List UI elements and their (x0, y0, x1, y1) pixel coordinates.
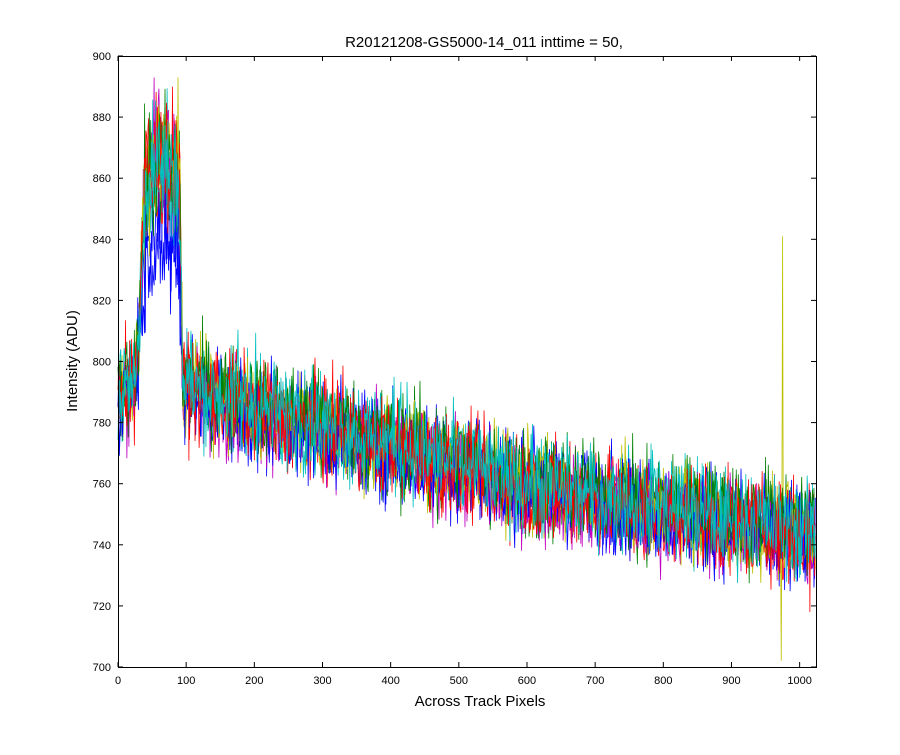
series-line-10 (117, 121, 816, 583)
x-tick-label: 700 (586, 675, 604, 687)
y-tick-label: 840 (93, 234, 111, 246)
y-tick-label: 860 (93, 173, 111, 185)
y-axis-label: Intensity (ADU) (64, 310, 81, 412)
x-axis-ticks: 0 100 200 300 400 500 600 700 800 900 1000 (115, 56, 812, 687)
y-tick-label: 740 (93, 540, 111, 552)
y-tick-label: 880 (93, 112, 111, 124)
y-tick-label: 780 (93, 418, 111, 430)
x-tick-label: 800 (654, 675, 672, 687)
y-tick-label: 900 (93, 51, 111, 63)
y-tick-label: 820 (93, 295, 111, 307)
x-tick-label: 100 (177, 675, 195, 687)
series-layer (117, 77, 816, 661)
x-axis-label: Across Track Pixels (415, 693, 546, 710)
x-tick-label: 300 (313, 675, 331, 687)
y-tick-label: 760 (93, 479, 111, 491)
x-tick-label: 600 (518, 675, 536, 687)
y-tick-label: 800 (93, 357, 111, 369)
y-tick-label: 720 (93, 601, 111, 613)
x-tick-label: 200 (245, 675, 263, 687)
x-tick-label: 500 (450, 675, 468, 687)
x-tick-label: 900 (722, 675, 740, 687)
x-tick-label: 400 (381, 675, 399, 687)
y-tick-label: 700 (93, 662, 111, 674)
x-tick-label: 1000 (787, 675, 811, 687)
plot-area: 0 100 200 300 400 500 600 700 800 900 1000 7007207… (93, 51, 817, 687)
y-axis-ticks: 700 720 740 760 780 800 820 840 860 880 900 (93, 51, 816, 674)
x-tick-label: 0 (115, 675, 121, 687)
chart-title: R20121208-GS5000-14_011 inttime = 50, (345, 34, 623, 51)
axes-background (118, 56, 816, 667)
